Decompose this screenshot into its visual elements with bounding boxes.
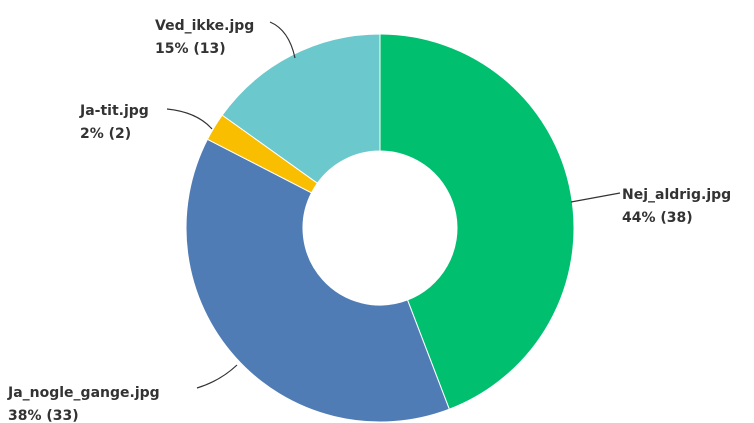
slice-label-ja-nogle-gange: Ja_nogle_gange.jpg	[7, 385, 160, 401]
labels-group: Ved_ikke.jpg 15% (13) Ja-tit.jpg 2% (2) …	[7, 18, 731, 423]
slice-label-nej-aldrig: Nej_aldrig.jpg	[622, 187, 731, 203]
leader-line-ja-nogle-gange	[196, 364, 238, 389]
slice-percent-ja-tit: 2% (2)	[80, 126, 131, 142]
slice-label-ved-ikke: Ved_ikke.jpg	[155, 18, 254, 34]
leader-line-ja-tit	[166, 108, 213, 130]
slice-percent-ja-nogle-gange: 38% (33)	[8, 408, 79, 423]
slices-group	[185, 33, 575, 423]
slice-ved-ikke	[221, 33, 381, 184]
slice-ja-nogle-gange	[185, 138, 450, 423]
slice-label-ja-tit: Ja-tit.jpg	[79, 103, 149, 119]
slice-percent-ved-ikke: 15% (13)	[155, 41, 226, 57]
leader-line-nej-aldrig	[570, 192, 621, 203]
leader-line-ved-ikke	[269, 21, 296, 59]
slice-nej-aldrig	[379, 33, 575, 410]
slice-percent-nej-aldrig: 44% (38)	[622, 210, 693, 226]
leader-lines-group	[166, 21, 621, 389]
